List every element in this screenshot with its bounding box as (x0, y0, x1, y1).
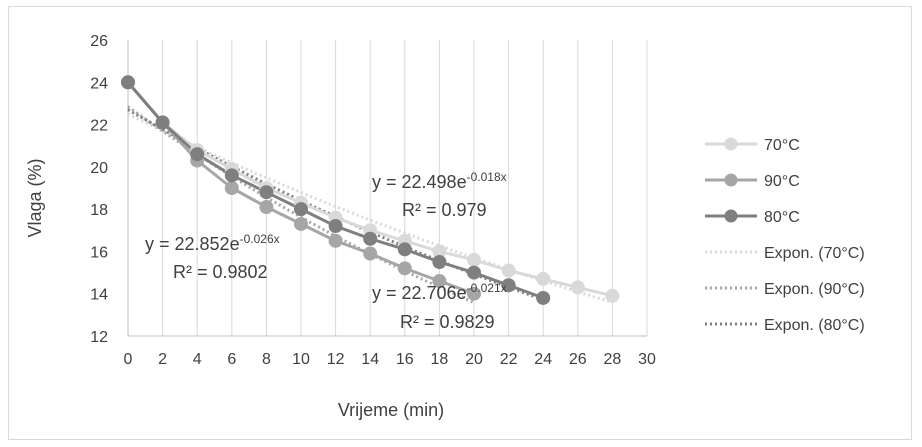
legend-label-2: 80°C (764, 209, 800, 226)
x-tick-label-30: 30 (638, 351, 656, 368)
equation-70-text: y = 22.498e (372, 172, 467, 192)
x-tick-label-2: 2 (158, 351, 167, 368)
data-point-s0-12 (536, 271, 551, 286)
y-tick-label-22: 22 (90, 118, 108, 135)
x-tick-label-24: 24 (534, 351, 552, 368)
legend-label-5: Expon. (80°C) (764, 317, 865, 334)
legend-label-4: Expon. (90°C) (764, 281, 865, 298)
y-tick-label-12: 12 (90, 329, 108, 346)
data-point-s1-9 (432, 274, 447, 289)
data-point-s1-4 (259, 200, 274, 215)
y-tick-label-26: 26 (90, 33, 108, 50)
legend-marker-2 (724, 209, 738, 223)
data-point-s2-8 (397, 242, 412, 257)
data-point-s1-6 (328, 233, 343, 248)
r2-70: R² = 0.979 (402, 200, 487, 220)
data-point-s0-11 (501, 263, 516, 278)
equation-70-exponent: -0.018x (467, 170, 507, 184)
data-point-s2-9 (432, 255, 447, 269)
y-tick-label-18: 18 (90, 202, 108, 219)
x-tick-label-12: 12 (327, 351, 345, 368)
x-tick-label-14: 14 (361, 351, 379, 368)
x-tick-label-4: 4 (193, 351, 202, 368)
y-tick-label-24: 24 (90, 75, 108, 92)
y-tick-label-14: 14 (90, 287, 108, 304)
r2-90: R² = 0.9802 (173, 262, 268, 282)
x-tick-label-22: 22 (500, 351, 518, 368)
data-point-s2-1 (155, 115, 170, 130)
data-point-s1-10 (467, 286, 481, 301)
x-tick-label-10: 10 (292, 351, 310, 368)
equation-90: y = 22.852e-0.026x R² = 0.9802 (145, 232, 280, 282)
axes: 0 2 4 6 8 10 12 14 16 18 20 22 24 26 28 301214161820222… (90, 33, 656, 368)
data-point-s0-13 (570, 280, 585, 295)
legend-label-3: Expon. (70°C) (764, 245, 865, 262)
data-point-s2-12 (536, 290, 551, 305)
x-axis-title: Vrijeme (min) (338, 400, 444, 420)
x-tick-label-28: 28 (604, 351, 622, 368)
data-point-s2-10 (467, 265, 481, 280)
data-point-s0-14 (605, 288, 620, 303)
data-point-s2-3 (224, 168, 239, 183)
data-points (121, 75, 620, 305)
x-tick-label-6: 6 (227, 351, 236, 368)
svg-text:y = 22.852e-0.026x: y = 22.852e-0.026x (145, 232, 280, 254)
data-point-s1-8 (397, 261, 412, 276)
chart-frame (8, 6, 912, 440)
x-tick-label-0: 0 (124, 351, 133, 368)
data-point-s2-6 (328, 219, 343, 234)
legend-label-1: 90°C (764, 173, 800, 190)
data-point-s1-5 (294, 216, 308, 231)
data-point-s2-4 (259, 185, 274, 200)
data-point-s2-5 (294, 202, 308, 217)
equation-80-text: y = 22.706e (372, 283, 467, 303)
data-point-s2-11 (501, 278, 516, 293)
equation-90-exponent: -0.026x (240, 232, 280, 246)
x-tick-label-16: 16 (396, 351, 414, 368)
equation-80-exponent: -0.021x (467, 281, 507, 295)
svg-text:y = 22.706e-0.021x: y = 22.706e-0.021x (372, 281, 507, 303)
svg-text:y = 22.498e-0.018x: y = 22.498e-0.018x (372, 170, 507, 192)
y-tick-label-16: 16 (90, 244, 108, 261)
legend-marker-0 (724, 137, 738, 151)
x-tick-label-20: 20 (465, 351, 483, 368)
x-tick-label-8: 8 (262, 351, 271, 368)
data-point-s0-10 (467, 252, 481, 267)
equation-90-text: y = 22.852e (145, 234, 240, 254)
data-point-s2-0 (121, 75, 135, 90)
legend-marker-1 (724, 173, 738, 187)
y-axis-title: Vlaga (%) (25, 158, 45, 237)
y-tick-label-20: 20 (90, 160, 108, 177)
data-point-s1-7 (363, 246, 378, 261)
equation-70: y = 22.498e-0.018x R² = 0.979 (372, 170, 507, 220)
data-point-s2-2 (190, 147, 205, 162)
legend-label-0: 70°C (764, 137, 800, 154)
r2-80: R² = 0.9829 (400, 312, 495, 332)
x-tick-label-26: 26 (569, 351, 587, 368)
data-point-s1-3 (224, 181, 239, 195)
equation-80: y = 22.706e-0.021x R² = 0.9829 (372, 281, 507, 332)
data-point-s2-7 (363, 231, 378, 246)
x-tick-label-18: 18 (431, 351, 449, 368)
legend: 70°C 90°C 80°C Expon. (70°C) Expon. (90°C) Ex… (705, 137, 865, 334)
